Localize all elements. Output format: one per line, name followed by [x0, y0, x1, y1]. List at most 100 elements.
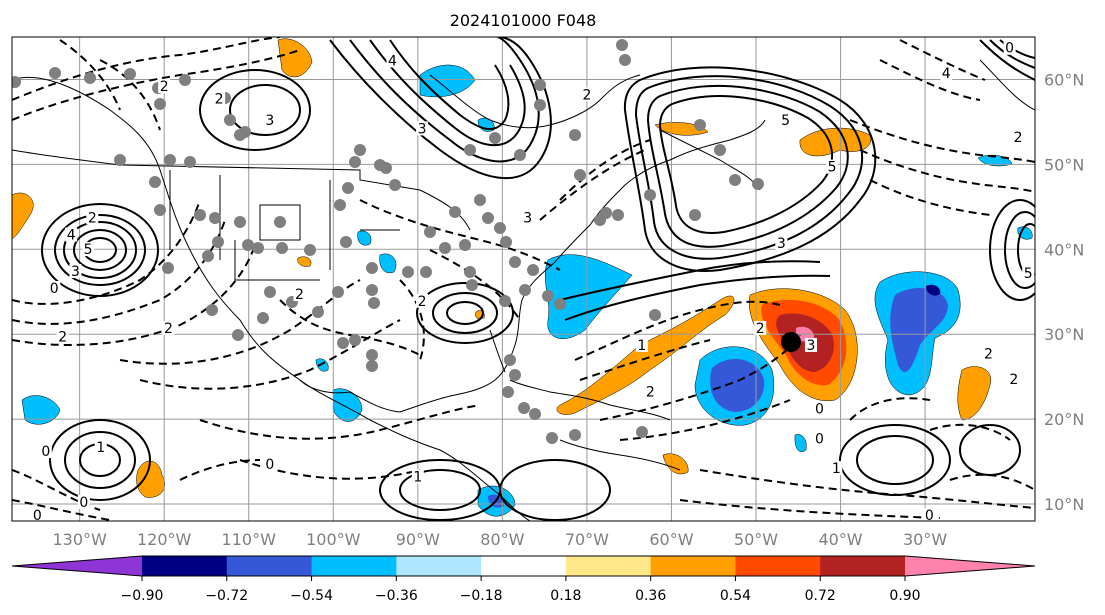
contour-label: 0: [265, 457, 274, 473]
lat-tick-label: 20°N: [1044, 410, 1084, 429]
colorbar-bin: [565, 556, 652, 576]
contour-label: 3: [806, 338, 815, 354]
station-dot: [514, 149, 526, 161]
colorbar-bin: [396, 556, 482, 576]
contour-label-bg: [580, 87, 593, 102]
contour-label: 2: [58, 329, 67, 345]
station-dot: [334, 199, 346, 211]
lon-tick-label: 120°W: [137, 530, 192, 549]
station-dot: [616, 39, 628, 51]
station-dot: [124, 68, 136, 80]
contour-label-bg: [386, 53, 399, 68]
lat-tick-label: 50°N: [1044, 155, 1084, 174]
contour-label-bg: [56, 329, 69, 344]
contour-label: 1: [413, 470, 422, 486]
station-dot: [612, 209, 624, 221]
contour-label-bg: [416, 121, 429, 136]
colorbar-tick-label: 0.90: [889, 588, 920, 604]
station-dot: [312, 306, 324, 318]
colorbar-bin: [735, 556, 821, 576]
contour-label: 0: [1005, 41, 1014, 57]
station-dot: [154, 98, 166, 110]
lon-tick-label: 40°W: [818, 530, 862, 549]
contour-label-bg: [635, 337, 648, 352]
station-dot: [162, 262, 174, 274]
station-dot: [179, 74, 191, 86]
colorbar-tick-label: 0.54: [720, 588, 751, 604]
station-dot: [276, 242, 288, 254]
lon-tick-label: 50°W: [734, 530, 778, 549]
station-dot: [509, 369, 521, 381]
gridlines: [12, 37, 1035, 521]
contour-label-bg: [813, 401, 826, 416]
contour-label-bg: [31, 507, 44, 521]
station-dot: [274, 216, 286, 228]
contour-label: 5: [828, 160, 837, 176]
contour-label-bg: [644, 384, 657, 399]
contour-label-bg: [923, 507, 936, 521]
station-dot: [206, 304, 218, 316]
station-dot: [209, 212, 221, 224]
station-dot: [527, 264, 539, 276]
contour-label-bg: [411, 469, 424, 484]
station-dot: [342, 182, 354, 194]
contour-label: 2: [646, 385, 655, 401]
station-dot: [366, 284, 378, 296]
colorbar-tick-label: −0.54: [290, 588, 333, 604]
contour-label: 4: [67, 228, 76, 244]
station-dot: [232, 329, 244, 341]
contour-label: 1: [832, 461, 841, 477]
contour-label: 2: [984, 346, 993, 362]
station-dot: [464, 144, 476, 156]
lon-tick-label: 80°W: [480, 530, 524, 549]
lat-tick-label: 10°N: [1044, 495, 1084, 514]
contour-label: 2: [164, 321, 173, 337]
station-dot: [714, 144, 726, 156]
station-dot: [349, 156, 361, 168]
station-dot: [569, 429, 581, 441]
contour-label-bg: [1003, 40, 1016, 55]
colorbar-tick-labels: −0.90 −0.72 −0.54 −0.36 −0.18 0.18 0.36 0.54 0.7…: [121, 576, 921, 604]
station-dot: [380, 162, 392, 174]
station-dot: [420, 266, 432, 278]
station-dot: [337, 337, 349, 349]
lon-tick-label: 130°W: [52, 530, 107, 549]
contour-label: 5: [781, 113, 790, 129]
lon-tick-label: 110°W: [222, 530, 277, 549]
station-dot: [234, 216, 246, 228]
station-dot: [184, 156, 196, 168]
station-dot: [242, 239, 254, 251]
station-dot: [154, 204, 166, 216]
contour-label-bg: [521, 210, 534, 225]
contour-label: 2: [418, 294, 427, 310]
longitude-tick-labels: 130°W 120°W 110°W 100°W 90°W 80°W 70°W 60°W 50°W…: [52, 530, 947, 549]
contour-label-bg: [48, 281, 61, 296]
colorbar-extend-high: [905, 556, 1035, 576]
contour-label-bg: [77, 495, 90, 510]
contour-label: 2: [215, 92, 224, 108]
contour-label-bg: [813, 431, 826, 446]
colorbar: [11, 555, 1036, 577]
contour-label-bg: [804, 337, 817, 352]
station-dot: [534, 79, 546, 91]
lon-tick-label: 100°W: [306, 530, 361, 549]
contour-label: 1: [96, 440, 105, 456]
station-dot: [402, 266, 414, 278]
station-dot: [234, 129, 246, 141]
contour-label: 4: [388, 53, 397, 69]
station-dot: [459, 239, 471, 251]
contour-label: 5: [84, 242, 93, 258]
contour-label-bg: [830, 461, 843, 476]
station-dot: [499, 295, 511, 307]
lon-tick-label: 70°W: [565, 530, 609, 549]
contour-label-bg: [826, 159, 839, 174]
station-dot: [114, 154, 126, 166]
station-dot: [424, 226, 436, 238]
contour-label: 3: [418, 121, 427, 137]
station-dot: [569, 129, 581, 141]
station-dot: [84, 72, 96, 84]
colorbar-tick-label: −0.36: [375, 588, 418, 604]
